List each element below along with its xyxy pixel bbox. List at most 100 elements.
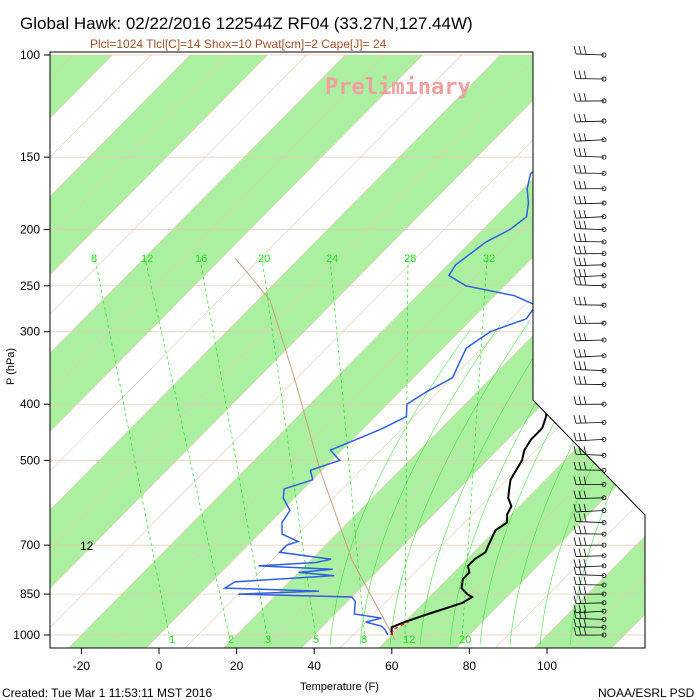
isotherm-line: [689, 55, 700, 648]
wind-barb-flag: [583, 595, 587, 604]
wind-barb-flag: [573, 586, 577, 595]
wind-barb-flag: [578, 604, 582, 613]
y-tick-label: 200: [20, 223, 40, 237]
wind-barb-shaft: [575, 228, 605, 230]
wind-barb: [573, 576, 607, 588]
wind-barb-flag: [583, 296, 587, 305]
wind-barb-flag: [573, 70, 577, 79]
chart-subtitle: Plcl=1024 Tlcl[C]=14 Shox=10 Pwat[cm]=2 …: [90, 37, 387, 51]
wind-barb-flag: [578, 45, 582, 55]
isotherm-line: [50, 54, 191, 648]
wind-barb-flag: [578, 548, 582, 557]
wind-barb-flag: [578, 559, 582, 568]
mixing-ratio-label: 12: [403, 634, 415, 646]
wind-barb-flag: [583, 559, 587, 568]
dewpoint-line: [222, 54, 645, 636]
wind-barb-flag: [583, 586, 587, 595]
wind-barb: [573, 415, 607, 425]
mixing-ratio-label: 20: [459, 634, 471, 646]
wind-barb-flag: [573, 361, 577, 370]
wind-barb-shaft: [575, 264, 605, 267]
created-timestamp: Created: Tue Mar 1 11:53:11 MST 2016: [2, 686, 212, 700]
y-tick-label: 850: [20, 587, 40, 601]
wind-barb-flag: [578, 233, 582, 242]
wind-barb-shaft: [575, 422, 605, 424]
wind-barb-flag: [573, 113, 577, 123]
wind-barb-flag: [573, 276, 577, 285]
mixing-ratio-line: [404, 257, 409, 641]
x-tick-label: 60: [385, 659, 399, 673]
wind-barb-shaft: [575, 574, 605, 577]
wind-barb-flag: [583, 476, 587, 485]
wind-barb: [573, 332, 607, 343]
wind-barb: [573, 525, 607, 537]
mixing-ratio-label: 24: [326, 253, 338, 265]
wind-barb: [573, 361, 607, 373]
wind-barb-flag: [583, 576, 587, 585]
mixing-ratio-label: 8: [91, 253, 97, 265]
y-tick-label: 300: [20, 325, 40, 339]
isotherm-line: [223, 54, 645, 648]
wind-barb-flag: [573, 604, 577, 613]
wind-barb-flag: [583, 133, 587, 142]
x-tick-label: 100: [537, 659, 557, 673]
wind-barb-flag: [583, 566, 587, 575]
x-axis: -20 0 20 40 60 80 100: [73, 648, 557, 673]
wind-barb-flag: [578, 396, 582, 405]
wind-barb-flag: [583, 396, 587, 405]
wind-barb-flag: [583, 257, 587, 266]
wind-barb-shaft: [575, 617, 605, 620]
wind-barb: [573, 627, 607, 638]
wind-barb-flag: [578, 245, 582, 254]
mixing-ratio-label: 12: [141, 253, 153, 265]
wind-barb-flag: [583, 361, 587, 370]
isotherm-line: [107, 54, 645, 648]
mixing-ratio-label: 16: [195, 253, 207, 265]
wind-barb: [573, 93, 607, 104]
wind-barb-shaft: [575, 355, 605, 358]
dry-adiabat: [234, 257, 396, 641]
wind-barb-flag: [578, 210, 582, 219]
isotherm-line: [50, 54, 618, 648]
wind-barb-flag: [573, 627, 577, 636]
wind-barb-flag: [573, 476, 577, 485]
wind-barb-shaft: [575, 521, 605, 523]
wind-barb-flag: [573, 396, 577, 405]
wind-barb-flag: [573, 220, 577, 229]
wind-barb-flag: [583, 147, 587, 157]
wind-barb-flag: [583, 210, 587, 219]
wind-barb-flag: [578, 113, 582, 123]
wind-barb-flag: [583, 315, 587, 324]
mixing-ratio-line: [329, 257, 366, 641]
wind-barb-flag: [573, 566, 577, 575]
wind-barb-flag: [573, 133, 577, 142]
mixing-ratio-lines: [94, 257, 645, 646]
wind-barb-flag: [573, 576, 577, 585]
wind-barb-flag: [583, 233, 587, 242]
wind-barb-flag: [583, 503, 587, 513]
wind-barb-flag: [583, 164, 587, 174]
wind-barb-shaft: [575, 202, 605, 205]
wind-barb-shaft: [575, 120, 605, 123]
mixing-ratio-label: 5: [313, 634, 319, 646]
wind-barb: [573, 503, 607, 513]
mixing-ratio-label: 8: [361, 634, 367, 646]
isotherm-label: -30: [622, 475, 648, 500]
wind-barb-flag: [583, 548, 587, 557]
mixing-ratio-label: 32: [483, 253, 495, 265]
wind-barb-flag: [578, 537, 582, 546]
wind-barb-flag: [573, 490, 577, 499]
wind-barb-flag: [578, 618, 582, 628]
isotherm-label: -10: [547, 395, 573, 420]
isotherm-band: [378, 55, 645, 648]
wind-barb-flag: [578, 446, 582, 455]
wind-barb-flag: [573, 513, 577, 522]
x-axis-label: Temperature (F): [300, 681, 379, 693]
y-tick-label: 250: [20, 279, 40, 293]
wind-barb-shaft: [575, 275, 605, 278]
wind-barb: [573, 315, 607, 326]
wind-barb-flag: [578, 133, 582, 142]
wind-barb-flag: [583, 195, 587, 204]
x-tick-label: 20: [230, 659, 244, 673]
